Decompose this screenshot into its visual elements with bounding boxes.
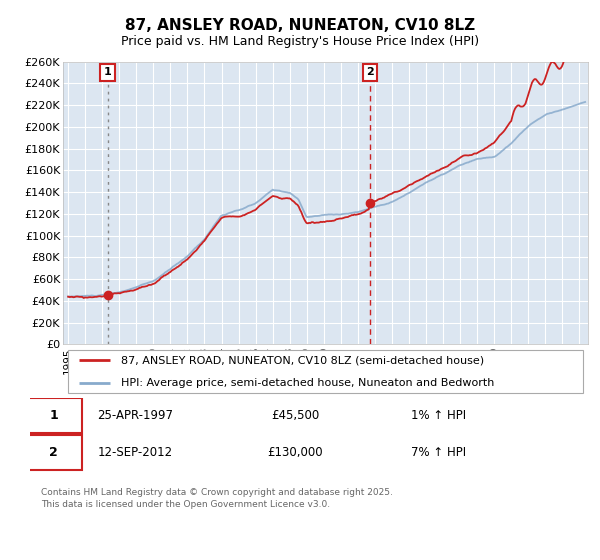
Text: 1: 1 (49, 409, 58, 422)
FancyBboxPatch shape (25, 398, 82, 433)
Text: 7% ↑ HPI: 7% ↑ HPI (411, 446, 466, 459)
Text: £130,000: £130,000 (267, 446, 323, 459)
FancyBboxPatch shape (68, 350, 583, 393)
FancyBboxPatch shape (25, 436, 82, 470)
Text: 87, ANSLEY ROAD, NUNEATON, CV10 8LZ (semi-detached house): 87, ANSLEY ROAD, NUNEATON, CV10 8LZ (sem… (121, 356, 484, 366)
Text: £45,500: £45,500 (271, 409, 319, 422)
Text: Price paid vs. HM Land Registry's House Price Index (HPI): Price paid vs. HM Land Registry's House … (121, 35, 479, 49)
Text: 1% ↑ HPI: 1% ↑ HPI (411, 409, 466, 422)
Text: Contains HM Land Registry data © Crown copyright and database right 2025.
This d: Contains HM Land Registry data © Crown c… (41, 488, 393, 508)
Text: 2: 2 (366, 67, 374, 77)
Text: 2: 2 (49, 446, 58, 459)
Text: 1: 1 (104, 67, 112, 77)
Text: 12-SEP-2012: 12-SEP-2012 (97, 446, 172, 459)
Text: HPI: Average price, semi-detached house, Nuneaton and Bedworth: HPI: Average price, semi-detached house,… (121, 377, 494, 388)
Text: 25-APR-1997: 25-APR-1997 (97, 409, 173, 422)
Text: 87, ANSLEY ROAD, NUNEATON, CV10 8LZ: 87, ANSLEY ROAD, NUNEATON, CV10 8LZ (125, 18, 475, 32)
